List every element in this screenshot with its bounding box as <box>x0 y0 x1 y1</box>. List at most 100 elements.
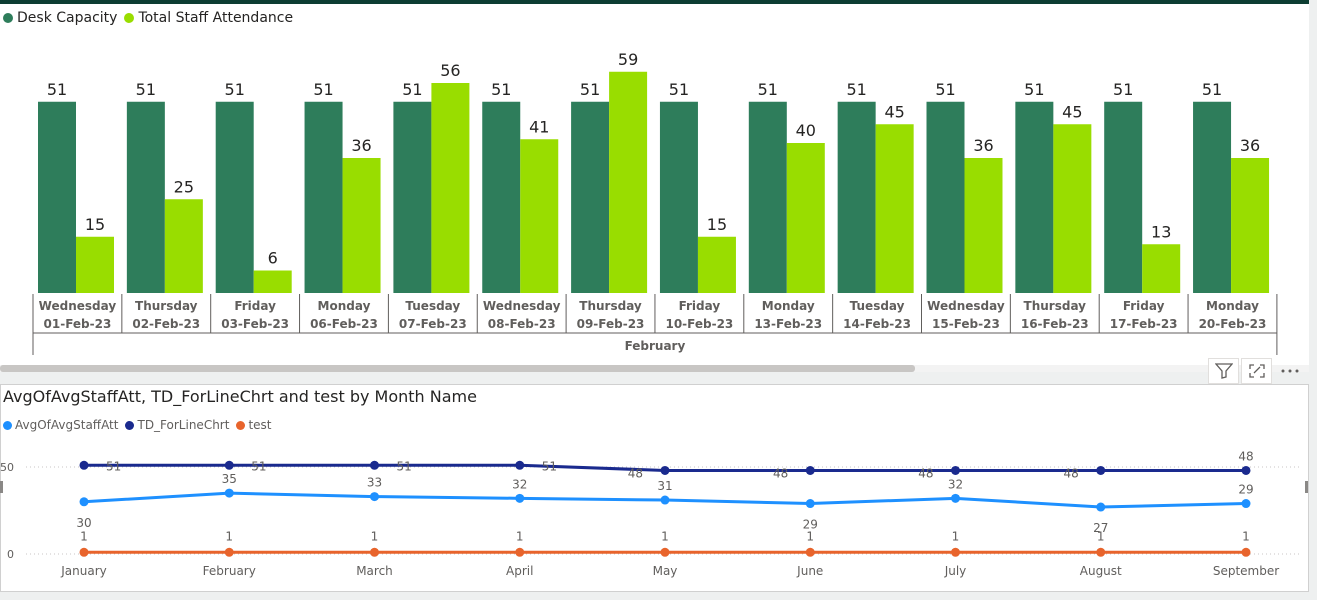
more-options-icon <box>1281 369 1298 373</box>
data-label: 51 <box>1113 80 1133 99</box>
data-label: 51 <box>251 459 266 473</box>
legend-label: test <box>248 418 272 432</box>
data-point <box>370 460 379 470</box>
x-tick-date: 10-Feb-23 <box>665 317 733 331</box>
bar-total-staff-attendance <box>1231 158 1270 293</box>
bar-desk-capacity <box>482 101 521 293</box>
data-label: 51 <box>397 459 412 473</box>
data-label: 1 <box>80 529 88 543</box>
data-label: 30 <box>76 516 91 530</box>
legend-item-total-staff-attendance[interactable]: Total Staff Attendance <box>124 10 293 26</box>
x-tick-label: August <box>1080 564 1122 578</box>
focus-mode-button[interactable] <box>1241 358 1272 384</box>
bar-desk-capacity <box>1193 101 1232 293</box>
legend-item-desk-capacity[interactable]: Desk Capacity <box>3 10 117 26</box>
legend-item-avgofavgstaffatt[interactable]: AvgOfAvgStaffAtt <box>3 418 118 432</box>
data-label: 29 <box>1238 483 1253 497</box>
resize-handle-right[interactable] <box>1305 481 1308 493</box>
data-label: 15 <box>707 215 727 234</box>
bar-total-staff-attendance <box>609 71 648 293</box>
horizontal-scrollbar[interactable] <box>0 365 1309 372</box>
x-tick-date: 07-Feb-23 <box>399 317 467 331</box>
x-tick-day: Wednesday <box>483 299 561 313</box>
bar-total-staff-attendance <box>964 158 1003 293</box>
resize-handle-left[interactable] <box>0 481 3 493</box>
scrollbar-thumb[interactable] <box>0 365 915 372</box>
data-label: 1 <box>225 529 233 543</box>
data-point <box>805 499 815 509</box>
legend-item-td-forlinechrt[interactable]: TD_ForLineChrt <box>125 418 229 432</box>
x-tick-date: 08-Feb-23 <box>488 317 556 331</box>
column-chart-legend: Desk Capacity Total Staff Attendance <box>3 10 300 26</box>
data-label: 48 <box>1063 466 1078 480</box>
data-label: 48 <box>918 466 933 480</box>
data-label: 56 <box>440 61 460 80</box>
data-label: 13 <box>1151 222 1171 241</box>
legend-label: Total Staff Attendance <box>138 10 294 26</box>
data-point <box>660 547 670 557</box>
filter-button[interactable] <box>1208 358 1239 384</box>
data-point <box>370 492 379 502</box>
bar-total-staff-attendance <box>1053 124 1092 293</box>
data-point <box>515 493 525 503</box>
data-label: 1 <box>516 529 524 543</box>
legend-dot <box>124 13 135 23</box>
x-group-label: February <box>625 339 686 353</box>
data-label: 51 <box>669 80 689 99</box>
x-tick-date: 06-Feb-23 <box>310 317 378 331</box>
legend-item-test[interactable]: test <box>236 418 271 432</box>
bar-total-staff-attendance <box>342 158 381 293</box>
visual-header-toolbar <box>1208 358 1307 384</box>
focus-mode-icon <box>1248 364 1265 378</box>
data-label: 6 <box>268 249 278 268</box>
x-tick-day: Wednesday <box>39 299 117 313</box>
line-chart-visual[interactable] <box>0 384 1309 592</box>
data-label: 51 <box>935 80 955 99</box>
bar-desk-capacity <box>571 101 610 293</box>
x-tick-date: 20-Feb-23 <box>1199 317 1267 331</box>
bar-total-staff-attendance <box>164 199 203 293</box>
x-tick-label: May <box>653 564 678 578</box>
data-label: 36 <box>973 136 993 155</box>
data-point <box>1241 547 1251 557</box>
legend-dot <box>236 420 246 430</box>
more-options-button[interactable] <box>1274 358 1305 384</box>
data-point <box>515 460 525 470</box>
data-label: 33 <box>367 476 382 490</box>
data-label: 59 <box>618 50 638 69</box>
bar-desk-capacity <box>659 101 698 293</box>
bar-total-staff-attendance <box>875 124 914 293</box>
x-tick-day: Wednesday <box>927 299 1005 313</box>
data-point <box>660 495 670 505</box>
data-label: 51 <box>491 80 511 99</box>
y-tick-label: 50 <box>0 461 14 474</box>
data-label: 40 <box>796 121 816 140</box>
data-point <box>951 465 960 475</box>
y-tick-label: 0 <box>7 548 14 561</box>
data-point <box>224 488 234 498</box>
data-label: 51 <box>225 80 245 99</box>
data-label: 45 <box>884 102 904 121</box>
data-label: 48 <box>773 466 788 480</box>
x-tick-day: Tuesday <box>850 299 905 313</box>
x-tick-label: March <box>356 564 393 578</box>
filter-icon <box>1214 363 1233 379</box>
data-label: 1 <box>806 529 814 543</box>
data-point <box>224 547 234 557</box>
x-tick-date: 15-Feb-23 <box>932 317 1000 331</box>
data-label: 32 <box>948 477 963 491</box>
data-label: 51 <box>758 80 778 99</box>
data-point <box>805 465 815 475</box>
bar-desk-capacity <box>748 101 787 293</box>
data-label: 51 <box>106 459 121 473</box>
line-chart-legend: AvgOfAvgStaffAtt TD_ForLineChrt test <box>3 418 278 432</box>
data-label: 25 <box>174 177 194 196</box>
bar-total-staff-attendance <box>76 236 114 293</box>
bar-total-staff-attendance <box>697 236 736 293</box>
data-point <box>951 547 960 557</box>
data-label: 35 <box>222 472 237 486</box>
data-label: 51 <box>402 80 422 99</box>
bar-total-staff-attendance <box>1142 244 1181 293</box>
bar-desk-capacity <box>38 101 76 293</box>
x-tick-date: 16-Feb-23 <box>1021 317 1089 331</box>
